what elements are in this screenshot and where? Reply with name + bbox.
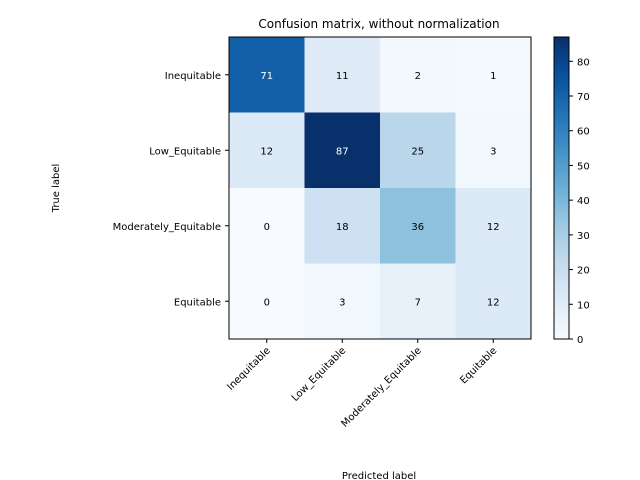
colorbar-tick-label: 30: [577, 231, 590, 242]
y-tick-label: Inequitable: [165, 71, 221, 82]
cell-value-label: 12: [487, 297, 500, 308]
matrix-cell-labels: 71 11 2 112 87 25 30 18 36 120 3 7 12: [260, 71, 499, 309]
cell-value-label: 0: [264, 222, 270, 233]
colorbar: [553, 36, 570, 340]
colorbar-tick-label: 50: [577, 161, 590, 172]
cell-value-label: 3: [339, 297, 345, 308]
x-tick-label: Inequitable: [225, 345, 273, 393]
x-axis-ticks: Inequitable Low_EquitableModerately_Equit…: [225, 339, 499, 430]
colorbar-tick-label: 80: [577, 57, 590, 68]
colorbar-tick-label: 20: [577, 266, 590, 277]
cell-value-label: 36: [411, 222, 424, 233]
matrix-cell: [229, 112, 305, 189]
y-tick-label: Low_Equitable: [149, 146, 221, 157]
colorbar-tick-label: 0: [577, 335, 583, 346]
x-tick-label: Low_Equitable: [290, 345, 349, 404]
matrix-cell: [229, 263, 305, 340]
matrix-frame: [228, 36, 532, 340]
cell-value-label: 12: [487, 222, 500, 233]
cell-value-label: 87: [336, 146, 349, 157]
cell-value-label: 2: [415, 71, 421, 82]
cell-value-label: 12: [260, 146, 273, 157]
x-axis-label: Predicted label: [342, 471, 416, 480]
cell-value-label: 7: [415, 297, 421, 308]
cell-value-label: 11: [336, 71, 349, 82]
y-axis-label: True label: [51, 164, 62, 214]
cell-value-label: 1: [490, 71, 496, 82]
x-tick-label: Equitable: [458, 345, 499, 386]
y-tick-label: Equitable: [174, 297, 221, 308]
matrix-cell: [304, 37, 381, 113]
matrix-cell: [455, 112, 532, 189]
matrix-cell: [229, 37, 305, 113]
cell-value-label: 0: [264, 297, 270, 308]
cell-value-label: 71: [260, 71, 273, 82]
matrix-cell: [229, 188, 305, 264]
matrix-cell: [455, 188, 532, 264]
y-tick-label: Moderately_Equitable: [113, 222, 221, 233]
cell-value-label: 3: [490, 146, 496, 157]
matrix-cell: [304, 188, 381, 264]
y-axis-ticks: Inequitable Low_Equitable Moderately_Equit…: [113, 71, 229, 308]
colorbar-tick-label: 60: [577, 127, 590, 138]
colorbar-tick-label: 10: [577, 300, 590, 311]
x-tick-label: Moderately_Equitable: [339, 345, 423, 429]
matrix-cells: [229, 37, 532, 340]
matrix-cell: [304, 112, 381, 189]
cell-value-label: 25: [411, 146, 424, 157]
matrix-cell: [380, 188, 456, 264]
matrix-cell: [380, 112, 456, 189]
colorbar-tick-label: 40: [577, 196, 590, 207]
matrix-cell: [380, 37, 456, 113]
colorbar-ticks: 0 10 20 30 40 50 60 70 80: [569, 57, 590, 346]
matrix-cell: [455, 37, 532, 113]
matrix-cell: [304, 263, 381, 340]
colorbar-tick-label: 70: [577, 92, 590, 103]
matrix-cell: [380, 263, 456, 340]
chart-title: Confusion matrix, without normalization: [258, 17, 499, 31]
matrix-cell: [455, 263, 532, 340]
cell-value-label: 18: [336, 222, 349, 233]
